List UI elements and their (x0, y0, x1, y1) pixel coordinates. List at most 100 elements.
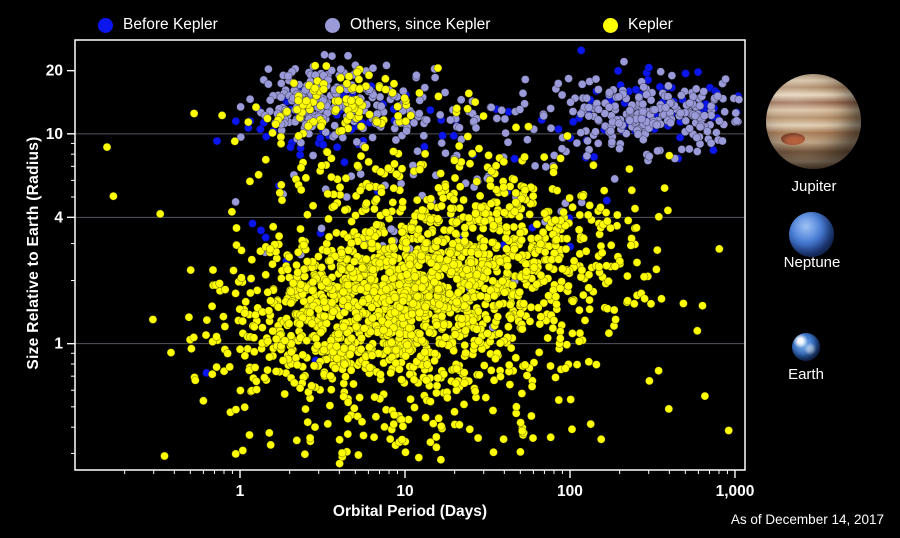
data-point (325, 401, 335, 410)
data-point (575, 305, 584, 315)
data-point (579, 233, 589, 243)
data-point (160, 451, 169, 461)
data-point (331, 105, 341, 114)
data-point (497, 105, 507, 115)
data-point (334, 96, 343, 106)
data-point (464, 89, 474, 98)
data-point (591, 127, 600, 137)
data-point (310, 83, 320, 93)
data-point (563, 131, 572, 141)
data-point (322, 246, 332, 256)
data-point (488, 406, 498, 415)
data-point (324, 214, 333, 224)
data-point (271, 119, 280, 129)
svg-text:10: 10 (46, 126, 63, 143)
data-point (261, 233, 271, 242)
data-point (283, 265, 293, 275)
data-point (376, 370, 385, 379)
data-point (574, 225, 584, 235)
data-point (261, 155, 271, 165)
data-point (615, 256, 625, 266)
data-point (475, 370, 484, 380)
data-point (441, 148, 450, 158)
data-point (539, 111, 549, 121)
data-point (155, 209, 165, 219)
data-point (317, 161, 326, 171)
before-kepler-dot-icon (98, 17, 113, 33)
data-point (346, 365, 356, 375)
data-point (645, 376, 654, 386)
data-point (639, 82, 648, 92)
data-point (356, 344, 366, 354)
data-point (449, 195, 459, 204)
data-point (652, 245, 662, 255)
data-point (102, 142, 112, 152)
data-point (430, 356, 439, 366)
svg-text:20: 20 (46, 63, 63, 80)
data-point (390, 159, 399, 169)
data-point (450, 330, 460, 339)
data-point (208, 265, 218, 275)
data-point (335, 459, 344, 468)
data-point (276, 139, 286, 149)
data-point (268, 222, 278, 232)
data-point (596, 434, 606, 444)
data-point (433, 284, 443, 294)
data-point (261, 132, 271, 141)
data-point (546, 432, 556, 442)
data-point (499, 157, 509, 167)
data-point (690, 111, 700, 121)
data-point (415, 165, 425, 174)
data-point (721, 74, 730, 84)
data-point (479, 111, 488, 121)
data-point (231, 197, 240, 207)
data-point (428, 419, 438, 428)
data-point (699, 87, 709, 96)
data-point (437, 311, 447, 321)
data-point (231, 449, 241, 459)
data-point (548, 323, 558, 333)
data-point (551, 373, 560, 382)
data-point (637, 114, 647, 124)
data-point (510, 207, 520, 216)
data-point (495, 338, 505, 348)
data-point (597, 248, 607, 258)
data-point (338, 296, 348, 305)
data-point (493, 312, 503, 322)
data-point (215, 279, 224, 288)
data-point (685, 98, 695, 108)
data-point (365, 363, 375, 372)
data-point (380, 422, 389, 432)
data-point (289, 78, 299, 88)
data-point (596, 203, 605, 212)
data-point (449, 346, 459, 356)
data-point (436, 421, 446, 431)
data-point (332, 142, 342, 152)
data-point (241, 297, 251, 307)
data-point (323, 147, 332, 157)
data-point (355, 186, 365, 195)
data-point (401, 237, 411, 247)
data-point (495, 299, 504, 309)
data-point (606, 223, 615, 233)
data-point (381, 208, 391, 218)
data-point (287, 347, 296, 357)
data-point (517, 389, 527, 398)
data-point (263, 114, 272, 123)
data-point (292, 105, 302, 114)
data-point (632, 258, 642, 267)
data-point (335, 435, 344, 445)
data-point (413, 146, 422, 156)
data-point (503, 137, 513, 147)
data-point (577, 79, 587, 89)
data-point (365, 110, 374, 119)
data-point (533, 303, 543, 313)
data-point (695, 122, 705, 132)
data-point (307, 381, 316, 391)
data-point (415, 308, 424, 318)
data-point (623, 296, 632, 306)
svg-text:4: 4 (54, 209, 63, 226)
data-point (300, 272, 310, 281)
data-point (337, 265, 347, 275)
